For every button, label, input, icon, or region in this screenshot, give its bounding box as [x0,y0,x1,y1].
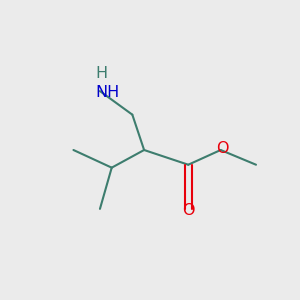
Text: NH: NH [95,85,120,100]
Text: O: O [216,141,228,156]
Text: O: O [182,203,194,218]
Text: H: H [95,66,108,81]
